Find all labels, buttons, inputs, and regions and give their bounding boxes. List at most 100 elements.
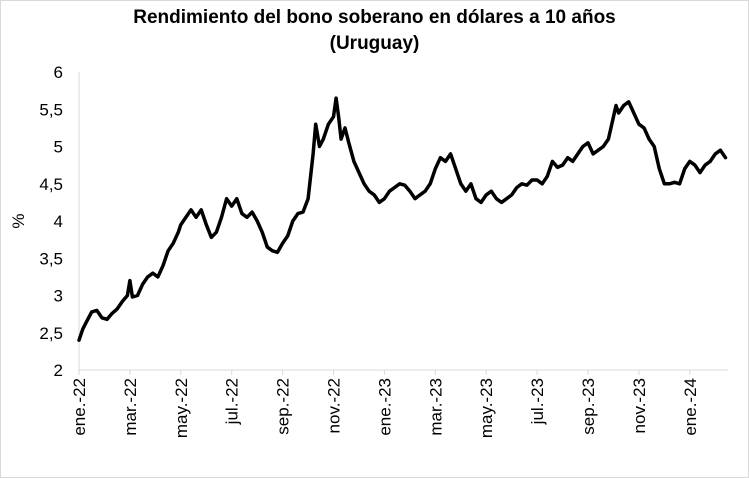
data-point [78, 339, 80, 341]
data-point [276, 251, 279, 253]
y-tick-label: 5 [54, 138, 63, 157]
data-point [200, 209, 202, 211]
chart-subtitle: (Uruguay) [329, 33, 420, 54]
y-tick-label: 5,5 [39, 100, 63, 119]
x-tick-label: mar.-22 [121, 378, 140, 436]
data-point [340, 138, 342, 140]
data-point [302, 211, 304, 213]
data-point [162, 265, 164, 267]
data-point [638, 123, 640, 125]
x-tick-label: jul.-23 [528, 378, 547, 425]
data-point [131, 296, 133, 298]
data-point [82, 328, 84, 330]
data-point [709, 160, 711, 162]
data-point [567, 157, 569, 159]
data-point [444, 160, 447, 162]
data-point [129, 280, 131, 282]
data-point [310, 175, 312, 177]
data-point [142, 283, 144, 285]
data-point [327, 123, 329, 125]
y-tick-label: 3 [54, 287, 63, 306]
data-point [368, 190, 370, 192]
data-point [587, 142, 589, 144]
x-tick-label: sep.-23 [579, 378, 598, 435]
data-point [592, 153, 594, 155]
data-point [215, 231, 217, 233]
x-tick-label: ene.-23 [375, 378, 394, 436]
data-point [86, 321, 88, 323]
data-point [126, 294, 128, 297]
data-point [495, 198, 497, 200]
data-point [531, 179, 533, 181]
data-point [602, 145, 604, 148]
data-point [674, 181, 676, 183]
data-point [658, 168, 660, 170]
x-tick-label: mar.-23 [426, 378, 445, 436]
data-point [106, 318, 108, 320]
data-point [480, 201, 482, 203]
y-tick-label: 6 [54, 63, 63, 82]
data-point [111, 312, 113, 314]
data-point [256, 220, 258, 222]
data-point [147, 276, 149, 278]
data-point [434, 168, 436, 170]
data-point [546, 175, 548, 177]
data-point [572, 160, 574, 162]
data-point [409, 190, 411, 192]
data-point [251, 211, 253, 213]
data-point [607, 138, 610, 140]
data-point [485, 194, 487, 196]
data-point [226, 198, 228, 200]
data-point [190, 209, 192, 211]
data-point [287, 235, 289, 237]
data-point [439, 157, 441, 159]
data-point [653, 145, 655, 148]
data-point [358, 172, 360, 174]
data-point [689, 160, 691, 162]
data-point [562, 164, 564, 166]
data-point [684, 168, 686, 170]
data-point [699, 172, 701, 174]
data-point [322, 138, 324, 140]
y-tick-label: 4,5 [39, 175, 63, 194]
data-point [399, 183, 401, 185]
data-point [521, 183, 523, 185]
data-point [516, 186, 518, 189]
data-point [551, 160, 554, 162]
data-point [318, 145, 321, 148]
data-point [597, 149, 599, 151]
data-point [157, 276, 159, 278]
data-point [526, 184, 528, 186]
y-tick-label: 2 [54, 361, 63, 380]
y-axis-label: % [9, 213, 28, 228]
data-point [195, 216, 197, 218]
data-point [490, 190, 492, 192]
data-point [612, 116, 615, 118]
x-tick-label: ene.-22 [70, 378, 89, 436]
data-point [121, 300, 123, 303]
data-point [465, 190, 467, 192]
data-point [541, 183, 543, 185]
data-point [307, 198, 309, 200]
data-point [96, 309, 98, 311]
data-point [315, 123, 317, 125]
data-point [335, 97, 337, 99]
y-tick-label: 4 [54, 212, 63, 231]
data-point [261, 231, 263, 233]
data-point [344, 127, 346, 129]
x-tick-label: ene.-24 [681, 378, 700, 436]
data-point [623, 104, 625, 107]
data-point [414, 198, 416, 200]
data-point [719, 149, 722, 151]
data-point [210, 236, 212, 238]
data-point [363, 183, 365, 185]
data-point [271, 250, 273, 252]
data-point [714, 153, 716, 155]
data-point [724, 157, 727, 159]
data-point [577, 153, 579, 155]
x-tick-label: nov.-23 [630, 378, 649, 433]
chart-title: Rendimiento del bono soberano en dólares… [133, 7, 616, 28]
data-point [332, 116, 335, 118]
data-point [556, 166, 559, 168]
